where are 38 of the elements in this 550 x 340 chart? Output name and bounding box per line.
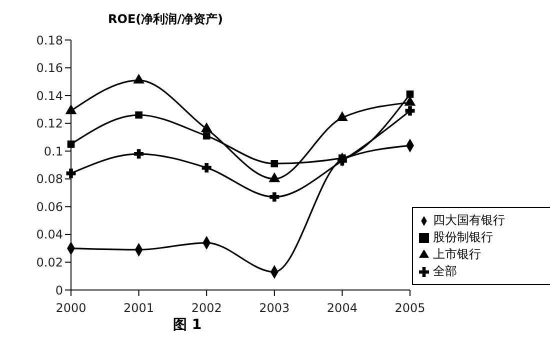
y-tick-label: 0.08 bbox=[36, 172, 63, 186]
point bbox=[66, 168, 76, 178]
point bbox=[269, 172, 280, 182]
y-tick-label: 0.12 bbox=[36, 116, 63, 131]
y-tick-label: 0.16 bbox=[36, 61, 63, 76]
x-tick-label: 2001 bbox=[124, 301, 154, 315]
x-tick-label: 2004 bbox=[326, 301, 358, 315]
chart-title: ROE(净利润/净资产) bbox=[107, 11, 224, 28]
legend-label: 上市银行 bbox=[433, 247, 481, 261]
point bbox=[270, 160, 278, 168]
y-tick-label: 0.04 bbox=[36, 228, 63, 242]
legend-label: 四大国有银行 bbox=[433, 213, 505, 227]
y-tick-label: 0.14 bbox=[36, 88, 63, 103]
y-tick-label: 0.06 bbox=[36, 200, 63, 214]
y-tick-label: 0 bbox=[55, 283, 63, 298]
point bbox=[135, 111, 142, 119]
legend-label: 股份制银行 bbox=[433, 230, 493, 244]
point bbox=[404, 96, 416, 106]
x-tick-label: 2003 bbox=[259, 301, 290, 315]
y-tick-label: 0.02 bbox=[36, 255, 63, 270]
x-tick-label: 2000 bbox=[56, 301, 86, 315]
point bbox=[133, 74, 144, 84]
point bbox=[67, 140, 75, 148]
caption: 图 1 bbox=[173, 316, 202, 334]
point bbox=[201, 122, 212, 132]
x-tick-label: 2005 bbox=[394, 301, 426, 315]
point bbox=[202, 163, 212, 173]
y-tick-label: 0.18 bbox=[36, 33, 63, 48]
point bbox=[405, 106, 415, 116]
point bbox=[202, 132, 210, 140]
y-tick-label: 0.1 bbox=[44, 144, 63, 158]
point bbox=[336, 112, 348, 122]
point bbox=[134, 149, 144, 159]
point bbox=[406, 90, 414, 98]
point bbox=[66, 104, 76, 114]
legend-label: 全部 bbox=[433, 264, 457, 278]
x-tick-label: 2002 bbox=[191, 301, 222, 315]
point bbox=[270, 192, 280, 202]
